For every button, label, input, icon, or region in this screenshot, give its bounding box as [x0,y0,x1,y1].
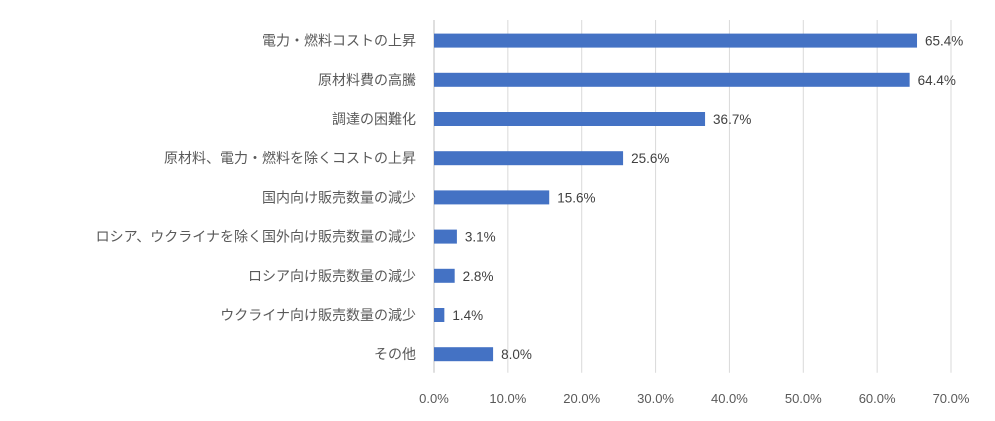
data-label: 64.4% [918,73,956,88]
data-label: 15.6% [557,190,595,205]
x-tick-label: 60.0% [859,391,896,406]
category-label: ウクライナ向け販売数量の減少 [220,307,416,324]
x-tick-label: 30.0% [637,391,674,406]
data-label: 3.1% [465,230,496,245]
category-label: 原材料費の高騰 [318,72,416,89]
bar [434,347,494,362]
category-label: 電力・燃料コストの上昇 [262,33,416,50]
category-label: 調達の困難化 [332,112,416,128]
data-label: 25.6% [631,151,669,166]
category-label: 国内向け販売数量の減少 [262,189,416,206]
x-tick-label: 0.0% [419,391,449,406]
bar [434,229,457,244]
x-tick-label: 20.0% [563,391,600,406]
category-label: 原材料、電力・燃料を除くコストの上昇 [164,150,416,167]
x-tick-label: 40.0% [711,391,748,406]
bar [434,112,706,126]
category-label: その他 [374,347,416,363]
x-tick-label: 10.0% [489,391,526,406]
data-label: 36.7% [713,112,751,127]
bar [434,72,910,87]
bar [434,268,455,283]
bar [434,190,550,205]
x-tick-label: 50.0% [785,391,822,406]
bar [434,151,624,166]
category-label: ロシア向け販売数量の減少 [248,268,416,285]
bar [434,33,918,48]
data-label: 2.8% [463,269,494,284]
x-tick-label: 70.0% [933,391,970,406]
category-label: ロシア、ウクライナを除く国外向け販売数量の減少 [96,229,416,246]
data-label: 1.4% [452,308,483,323]
data-label: 65.4% [925,34,963,49]
data-label: 8.0% [501,347,532,362]
bar [434,308,445,322]
